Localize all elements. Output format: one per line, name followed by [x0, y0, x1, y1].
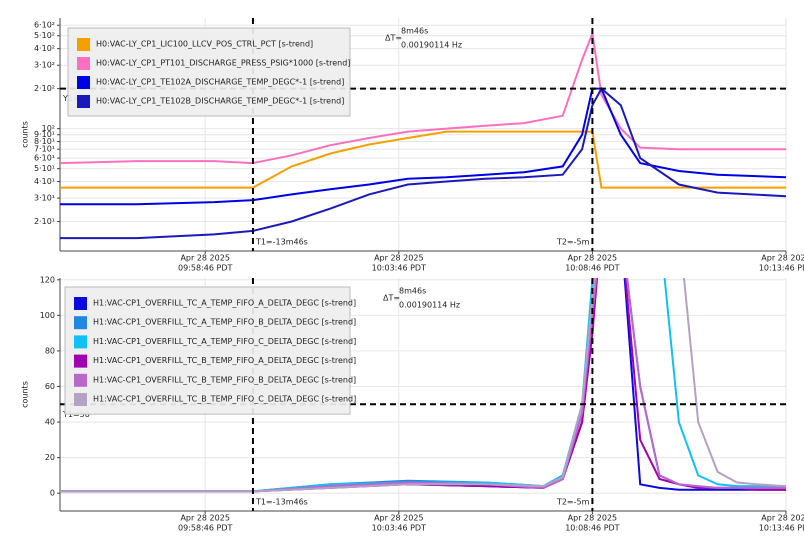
y-tick-label: 40 — [45, 418, 55, 427]
y-tick-label: 0 — [50, 489, 55, 498]
x-tick-label: Apr 28 2025 — [761, 514, 804, 523]
x-tick-label: Apr 28 2025 — [374, 514, 423, 523]
legend-label: H0:VAC-LY_CP1_TE102A_DISCHARGE_TEMP_DEGC… — [96, 78, 344, 87]
cursor-label: T2=-5m — [556, 238, 590, 247]
x-tick-label: Apr 28 2025 — [374, 254, 423, 263]
y-tick-label: 5·10¹ — [34, 164, 55, 173]
legend-label: H0:VAC-LY_CP1_TE102B_DISCHARGE_TEMP_DEGC… — [96, 97, 344, 106]
legend-box — [67, 27, 351, 117]
delta-time: 8m46s — [399, 287, 426, 296]
y-tick-label: 120 — [40, 275, 55, 284]
x-tick-label: 10:03:46 PDT — [372, 264, 426, 273]
y-tick-label: 2·10² — [34, 84, 55, 93]
y-tick-label: 10² — [42, 124, 55, 133]
x-tick-label: 09:58:46 PDT — [178, 524, 232, 533]
legend-swatch — [74, 335, 87, 349]
legend-swatch — [74, 297, 87, 310]
y-tick-label: 9·10¹ — [34, 130, 55, 139]
y-tick-label: 20 — [45, 453, 55, 462]
x-tick-label: 10:13:46 PDT — [759, 264, 804, 273]
x-tick-label: 10:08:46 PDT — [565, 264, 619, 273]
y-tick-label: 60 — [45, 382, 55, 391]
delta-freq: 0.00190114 Hz — [399, 301, 460, 310]
y-tick-label: 2·10¹ — [34, 217, 55, 226]
y-tick-label: 4·10¹ — [34, 177, 55, 186]
x-tick-label: 10:08:46 PDT — [565, 524, 619, 533]
series-line — [60, 278, 786, 493]
legend-swatch — [74, 354, 87, 368]
legend-swatch — [74, 373, 87, 387]
y-tick-label: 3·10² — [34, 61, 55, 70]
cursor-label: T1=-13m46s — [255, 238, 308, 247]
y-tick-label: 4·10² — [34, 44, 55, 53]
y-axis-label: counts — [21, 381, 30, 408]
x-tick-label: 10:03:46 PDT — [372, 524, 426, 533]
legend-label: H1:VAC-CP1_OVERFILL_TC_B_TEMP_FIFO_C_DEL… — [93, 395, 356, 404]
legend-swatch — [77, 95, 90, 108]
series-line — [60, 130, 786, 189]
y-axis-label: counts — [21, 121, 30, 148]
y-tick-label: 5·10² — [34, 31, 55, 40]
y-tick-label: 3·10¹ — [34, 194, 55, 203]
series-line — [60, 29, 786, 165]
x-tick-label: Apr 28 2025 — [180, 254, 229, 263]
legend-label: H0:VAC-LY_CP1_LIC100_LLCV_POS_CTRL_PCT [… — [96, 40, 313, 49]
y-tick-label: 80 — [45, 346, 55, 355]
delta-freq: 0.00190114 Hz — [401, 41, 462, 50]
x-tick-label: 10:13:46 PDT — [759, 524, 804, 533]
series-line — [60, 87, 786, 206]
x-tick-label: Apr 28 2025 — [180, 514, 229, 523]
legend-swatch — [77, 57, 90, 70]
x-tick-label: 09:58:46 PDT — [178, 264, 232, 273]
series-line — [60, 278, 786, 493]
y-tick-label: 7·10¹ — [34, 145, 55, 154]
delta-label: ΔT= — [385, 34, 402, 43]
legend-label: H1:VAC-CP1_OVERFILL_TC_B_TEMP_FIFO_B_DEL… — [93, 375, 356, 384]
legend-box — [64, 286, 351, 415]
legend-label: H0:VAC-LY_CP1_PT101_DISCHARGE_PRESS_PSIG… — [96, 59, 350, 68]
y-tick-label: 6·10² — [34, 21, 55, 30]
legend-label: H1:VAC-CP1_OVERFILL_TC_A_TEMP_FIFO_C_DEL… — [93, 337, 356, 346]
cursor-label: T1=-13m46s — [255, 498, 308, 507]
legend-swatch — [74, 393, 87, 406]
x-tick-label: Apr 28 2025 — [761, 254, 804, 263]
cursor-label: T2=-5m — [556, 498, 590, 507]
series-line — [60, 278, 786, 493]
delta-label: ΔT= — [383, 294, 400, 303]
legend-label: H1:VAC-CP1_OVERFILL_TC_A_TEMP_FIFO_B_DEL… — [93, 318, 356, 327]
series-line — [60, 87, 786, 240]
y-tick-label: 8·10¹ — [34, 137, 55, 146]
y-tick-label: 100 — [40, 311, 55, 320]
y-tick-label: 6·10¹ — [34, 154, 55, 163]
legend-swatch — [74, 316, 87, 330]
x-tick-label: Apr 28 2025 — [568, 514, 617, 523]
legend-label: H1:VAC-CP1_OVERFILL_TC_A_TEMP_FIFO_A_DEL… — [93, 299, 356, 308]
x-tick-label: Apr 28 2025 — [568, 254, 617, 263]
legend-swatch — [77, 38, 90, 51]
legend-label: H1:VAC-CP1_OVERFILL_TC_B_TEMP_FIFO_A_DEL… — [93, 356, 356, 365]
legend-swatch — [77, 76, 90, 89]
delta-time: 8m46s — [401, 27, 428, 36]
